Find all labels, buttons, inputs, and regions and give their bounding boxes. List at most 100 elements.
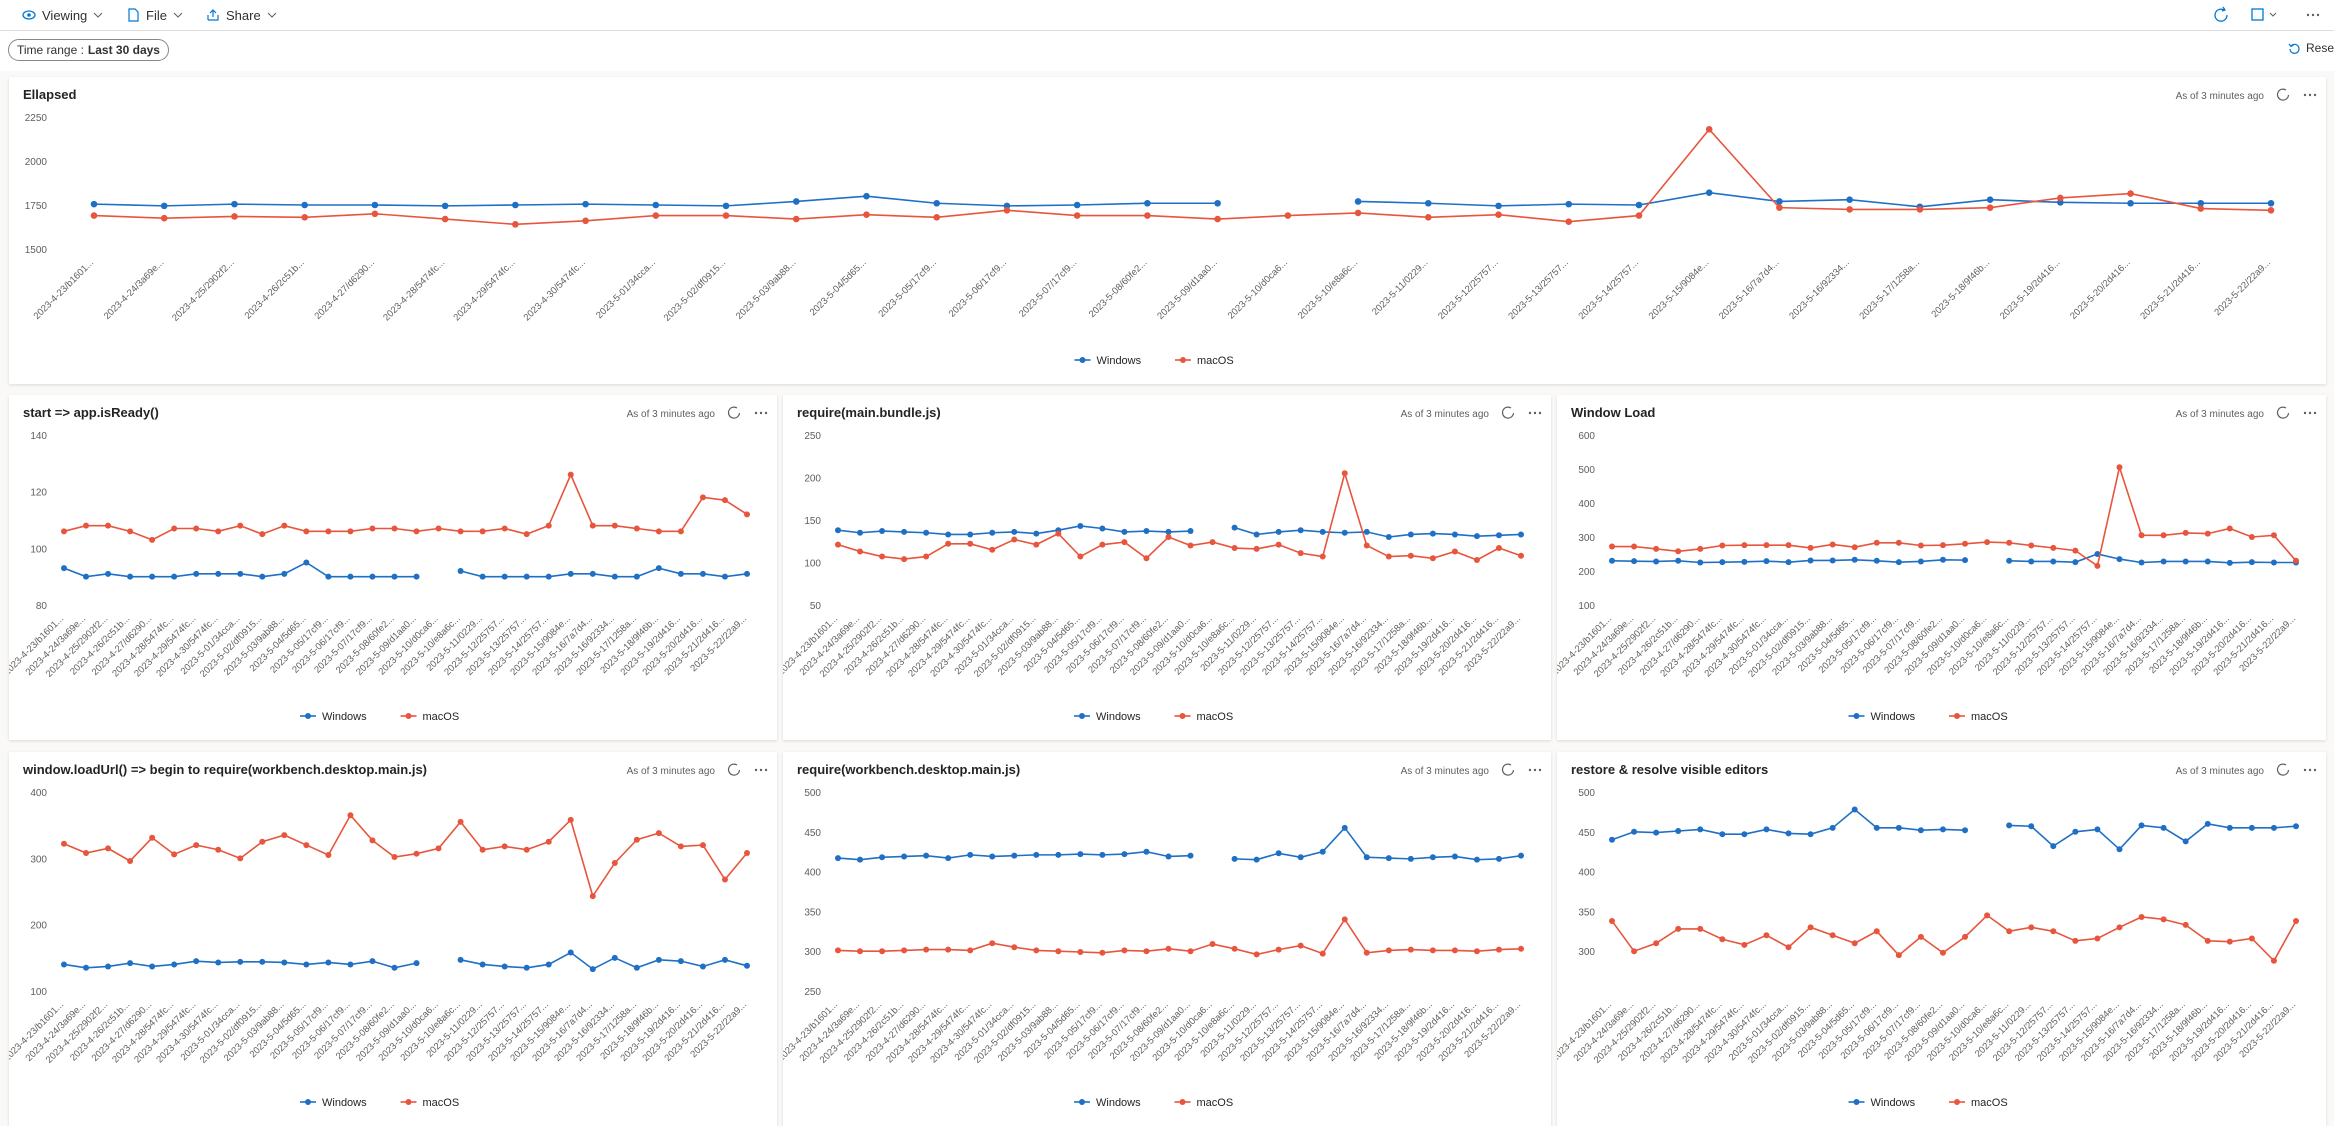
- legend-item[interactable]: macOS: [400, 1097, 460, 1109]
- data-point: [1851, 544, 1858, 551]
- series-line: [837, 525, 1522, 538]
- data-point: [1495, 532, 1502, 539]
- toolbar-actions[interactable]: [2210, 6, 2330, 24]
- data-point: [479, 528, 486, 535]
- legend-item[interactable]: Windows: [1074, 355, 1142, 367]
- data-point: [303, 961, 310, 968]
- legend-label: Windows: [1871, 1097, 1916, 1109]
- data-point: [171, 961, 178, 968]
- data-point: [1631, 948, 1638, 955]
- reset-label: Rese: [2306, 41, 2334, 55]
- refresh-button[interactable]: [2276, 88, 2290, 101]
- data-point: [1895, 539, 1902, 546]
- data-point: [2248, 534, 2255, 540]
- data-point: [2138, 913, 2145, 920]
- more-menu[interactable]: [1528, 768, 1542, 772]
- legend-item[interactable]: Windows: [1074, 1097, 1141, 1109]
- data-point: [1785, 944, 1792, 951]
- data-point: [699, 963, 706, 970]
- data-point: [633, 964, 640, 971]
- x-tick-label: 2023-5-08/60fe2...: [1087, 257, 1150, 320]
- data-point: [2028, 542, 2035, 549]
- data-point: [2138, 822, 2145, 829]
- legend-item[interactable]: Windows: [1848, 711, 1916, 723]
- data-point: [611, 954, 618, 961]
- data-point: [1297, 550, 1304, 557]
- chart-title: require(main.bundle.js): [797, 405, 941, 420]
- data-point: [879, 948, 886, 955]
- data-point: [1297, 854, 1304, 861]
- legend-marker: [405, 713, 412, 719]
- data-point: [677, 570, 684, 577]
- legend-item[interactable]: Windows: [1848, 1097, 1916, 1109]
- refresh-button[interactable]: [1501, 406, 1515, 419]
- data-point: [281, 522, 288, 529]
- more-dot: [764, 411, 768, 415]
- refresh-button[interactable]: [727, 406, 741, 419]
- data-point: [231, 213, 238, 220]
- refresh-button[interactable]: [2276, 406, 2290, 419]
- time-range-pill[interactable]: Time range : Last 30 days: [8, 39, 169, 61]
- data-point: [160, 214, 168, 222]
- legend-item[interactable]: macOS: [1175, 355, 1234, 367]
- chart: restore & resolve visible editors As of 3…: [1557, 762, 2317, 1109]
- legend-item[interactable]: Windows: [1074, 711, 1141, 723]
- more-dot: [2308, 411, 2312, 415]
- data-point: [2050, 843, 2057, 850]
- data-point: [2072, 547, 2079, 554]
- legend-item[interactable]: Windows: [300, 1097, 367, 1109]
- file-menu[interactable]: File: [126, 0, 183, 30]
- data-point: [1319, 848, 1326, 855]
- data-point: [325, 852, 332, 859]
- data-point: [923, 852, 930, 859]
- data-point: [2127, 190, 2134, 197]
- legend-item[interactable]: macOS: [400, 711, 460, 723]
- more-menu[interactable]: [2303, 93, 2317, 97]
- reset-button[interactable]: Rese: [2288, 41, 2334, 55]
- more-menu[interactable]: [754, 768, 768, 772]
- data-point: [457, 818, 464, 825]
- refresh-button[interactable]: [727, 763, 741, 776]
- refresh-button[interactable]: [2276, 763, 2290, 776]
- more-dot: [759, 411, 763, 415]
- refresh-button[interactable]: [1501, 763, 1515, 776]
- legend-item[interactable]: macOS: [1174, 711, 1234, 723]
- data-point: [193, 958, 200, 965]
- data-point: [1297, 942, 1304, 949]
- data-point: [1011, 852, 1018, 859]
- share-menu[interactable]: Share: [206, 0, 277, 30]
- legend-marker: [1079, 1099, 1085, 1105]
- more-menu[interactable]: [2303, 768, 2317, 772]
- more-menu[interactable]: [754, 411, 768, 415]
- data-point: [303, 842, 310, 849]
- data-point: [1741, 558, 1748, 565]
- x-tick-label: 2023-4-24/3a69e...: [102, 257, 167, 322]
- legend-marker: [1179, 713, 1186, 719]
- data-point: [567, 816, 574, 823]
- y-tick-label: 350: [804, 907, 821, 918]
- more-menu[interactable]: [1528, 411, 1542, 415]
- data-point: [301, 201, 308, 209]
- x-tick-label: 2023-5-22/22a9...: [2212, 257, 2273, 318]
- data-point: [193, 570, 200, 577]
- data-point: [2094, 562, 2101, 569]
- data-point: [391, 573, 398, 580]
- y-tick-label: 300: [1578, 947, 1595, 958]
- data-point: [2006, 557, 2013, 564]
- legend-item[interactable]: macOS: [1949, 711, 2008, 723]
- more-menu[interactable]: [2303, 411, 2317, 415]
- data-point: [1429, 947, 1436, 954]
- data-point: [1429, 854, 1436, 861]
- series-line: [93, 128, 2272, 226]
- series-line: [1611, 914, 2297, 963]
- legend-item[interactable]: Windows: [300, 711, 367, 723]
- data-point: [1785, 559, 1792, 566]
- data-point: [171, 851, 178, 858]
- legend-item[interactable]: macOS: [1174, 1097, 1234, 1109]
- data-point: [835, 855, 841, 862]
- viewing-menu[interactable]: Viewing: [22, 0, 103, 30]
- legend-item[interactable]: macOS: [1949, 1097, 2008, 1109]
- data-point: [1165, 853, 1172, 860]
- data-point: [967, 540, 974, 547]
- data-point: [1807, 924, 1814, 931]
